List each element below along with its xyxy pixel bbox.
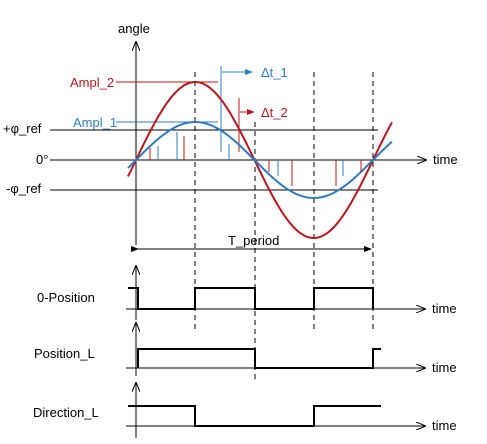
ampl1-wave (127, 121, 393, 199)
dt1-label: Δt_1 (261, 65, 288, 80)
signal-direction-l-label: Direction_L (33, 405, 99, 420)
signal-position-l-time-label: time (432, 360, 457, 375)
zero-degree-label: 0° (36, 152, 48, 167)
signal-direction-l: Direction_L time (33, 383, 457, 438)
signal-0-position-trace (128, 287, 374, 310)
ampl2-label: Ampl_2 (70, 75, 114, 90)
ampl2-wave (127, 81, 393, 240)
angle-plot: angle +φ_ref 0° -φ_ref time Ampl_2 Ampl_… (3, 21, 458, 380)
period-label: T_period (228, 233, 279, 248)
signal-0-position-label: 0-Position (37, 290, 95, 305)
angle-time-label: time (433, 152, 458, 167)
signal-position-l-trace (137, 348, 381, 369)
signal-direction-l-time-label: time (432, 418, 457, 433)
signal-0-position-time-label: time (432, 301, 457, 316)
ampl1-label: Ampl_1 (73, 115, 117, 130)
phi-ref-negative-label: -φ_ref (6, 181, 42, 196)
sample-ticks (149, 132, 362, 186)
signal-direction-l-trace (128, 405, 381, 427)
signal-position-l-label: Position_L (34, 346, 95, 361)
angle-axis-label: angle (118, 21, 150, 36)
signal-0-position: 0-Position time (37, 266, 457, 320)
dt2-label: Δt_2 (261, 105, 288, 120)
signal-position-l: Position_L time (34, 323, 457, 376)
phi-ref-positive-label: +φ_ref (3, 121, 42, 136)
